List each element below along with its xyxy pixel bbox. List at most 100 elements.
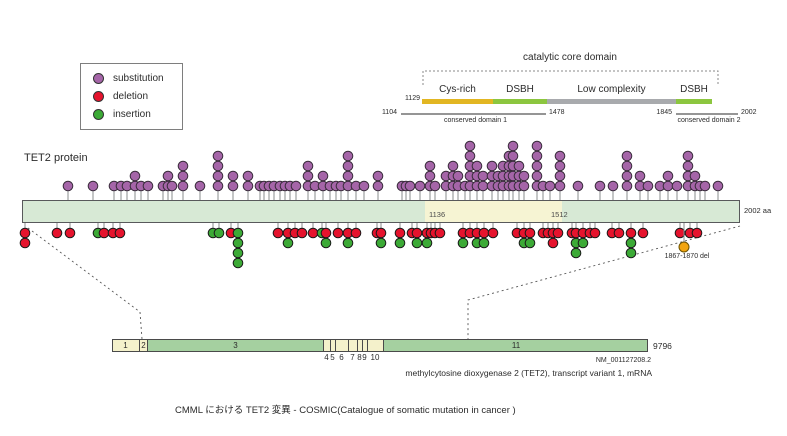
- substitution-lollipop: [142, 180, 154, 192]
- domain-segment-dsbh: [676, 99, 712, 104]
- deletion-lollipop: [51, 227, 63, 239]
- insertion-swatch: [93, 109, 104, 120]
- insertion-lollipop: [421, 237, 433, 249]
- exon-number-label-9: 9: [362, 353, 367, 362]
- insertion-lollipop: [457, 237, 469, 249]
- substitution-lollipop: [62, 180, 74, 192]
- substitution-lollipop: [212, 170, 224, 182]
- insertion-lollipop: [232, 237, 244, 249]
- substitution-lollipop: [554, 150, 566, 162]
- substitution-lollipop: [671, 180, 683, 192]
- substitution-lollipop: [342, 170, 354, 182]
- insertion-lollipop: [320, 237, 332, 249]
- mrna-exon-bar: 1 2 3 11: [112, 339, 648, 352]
- protein-length-label: 2002 aa: [744, 206, 772, 215]
- domain-segment-cys-rich: [422, 99, 493, 104]
- insertion-lollipop: [232, 257, 244, 269]
- substitution-lollipop: [129, 170, 141, 182]
- substitution-lollipop: [372, 180, 384, 192]
- substitution-lollipop: [177, 180, 189, 192]
- deletion-lollipop: [19, 227, 31, 239]
- domain-segment-low-complexity: [547, 99, 676, 104]
- substitution-lollipop: [471, 160, 483, 172]
- deletion-lollipop: [98, 227, 110, 239]
- substitution-lollipop: [621, 160, 633, 172]
- deletion-lollipop: [114, 227, 126, 239]
- substitution-lollipop: [212, 180, 224, 192]
- substitution-lollipop: [621, 150, 633, 162]
- substitution-lollipop: [531, 140, 543, 152]
- legend-label: deletion: [113, 91, 149, 102]
- deletion-lollipop: [487, 227, 499, 239]
- deletion-lollipop: [296, 227, 308, 239]
- substitution-lollipop: [227, 170, 239, 182]
- del-1867-1870-marker: [678, 241, 690, 253]
- catalytic-region-end: 1512: [551, 210, 568, 219]
- substitution-lollipop: [242, 180, 254, 192]
- deletion-lollipop: [394, 227, 406, 239]
- substitution-lollipop: [302, 170, 314, 182]
- substitution-lollipop: [531, 150, 543, 162]
- substitution-lollipop: [429, 180, 441, 192]
- substitution-lollipop: [177, 170, 189, 182]
- deletion-lollipop: [375, 227, 387, 239]
- substitution-lollipop: [424, 170, 436, 182]
- substitution-lollipop: [372, 170, 384, 182]
- domain-label-dsbh: DSBH: [680, 84, 708, 95]
- catalytic-core-domain-title: catalytic core domain: [523, 52, 617, 63]
- deletion-swatch: [93, 91, 104, 102]
- substitution-lollipop: [424, 160, 436, 172]
- insertion-lollipop: [232, 227, 244, 239]
- substitution-lollipop: [712, 180, 724, 192]
- substitution-lollipop: [166, 180, 178, 192]
- substitution-lollipop: [414, 180, 426, 192]
- insertion-lollipop: [625, 237, 637, 249]
- exon-segment-4: [323, 340, 330, 351]
- special-deletion-label: 1867-1870 del: [664, 253, 710, 260]
- substitution-lollipop: [87, 180, 99, 192]
- substitution-lollipop: [554, 160, 566, 172]
- substitution-lollipop: [662, 180, 674, 192]
- exon-segment-1: 1: [113, 340, 139, 351]
- exon-segment-6: [335, 340, 348, 351]
- legend-item-insertion: insertion: [93, 109, 182, 120]
- catalytic-bar-start-label: 1129: [404, 95, 420, 102]
- substitution-lollipop: [662, 170, 674, 182]
- insertion-lollipop: [232, 247, 244, 259]
- legend-item-substitution: substitution: [93, 73, 182, 84]
- exon-number-label-7: 7: [350, 353, 355, 362]
- insertion-lollipop: [478, 237, 490, 249]
- catalytic-region-start: 1136: [429, 210, 446, 219]
- domain-label-cys-rich: Cys-rich: [439, 84, 476, 95]
- insertion-lollipop: [570, 247, 582, 259]
- exon-segment-9: [362, 340, 367, 351]
- exon-segment-2: 2: [139, 340, 147, 351]
- substitution-lollipop: [342, 160, 354, 172]
- conserved-domain-name: conserved domain 1: [443, 117, 508, 124]
- insertion-lollipop: [213, 227, 225, 239]
- substitution-lollipop: [518, 170, 530, 182]
- deletion-lollipop: [64, 227, 76, 239]
- exon-segment-10: [367, 340, 383, 351]
- deletion-lollipop: [674, 227, 686, 239]
- exon-segment-11: 11: [383, 340, 647, 351]
- substitution-lollipop: [554, 170, 566, 182]
- substitution-lollipop: [290, 180, 302, 192]
- substitution-lollipop: [317, 170, 329, 182]
- conserved-end-label: 1478: [549, 109, 565, 116]
- legend-label: substitution: [113, 73, 164, 84]
- deletion-lollipop: [332, 227, 344, 239]
- deletion-lollipop: [691, 227, 703, 239]
- substitution-lollipop: [162, 170, 174, 182]
- substitution-lollipop: [342, 150, 354, 162]
- insertion-lollipop: [394, 237, 406, 249]
- substitution-lollipop: [477, 180, 489, 192]
- substitution-lollipop: [682, 150, 694, 162]
- conserved-start-label: 1104: [381, 109, 397, 116]
- protein-bar: 1136 1512: [22, 200, 740, 223]
- connector-dashed-line: [467, 225, 741, 339]
- substitution-lollipop: [607, 180, 619, 192]
- deletion-lollipop: [637, 227, 649, 239]
- substitution-lollipop: [242, 170, 254, 182]
- substitution-lollipop: [634, 170, 646, 182]
